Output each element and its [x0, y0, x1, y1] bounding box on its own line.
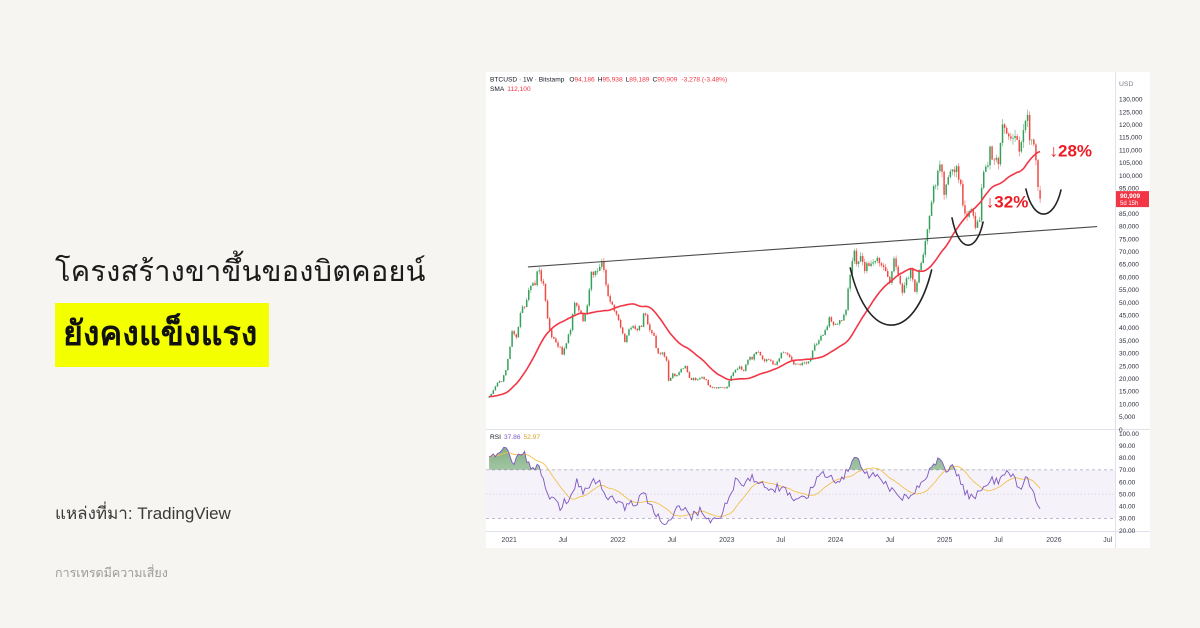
svg-text:95,000: 95,000	[1119, 186, 1139, 193]
u-arc-annotation	[1025, 188, 1062, 215]
rsi-legend: RSI 37.86 52.97	[490, 434, 540, 441]
price-axis: 130,000 125,000 120,000 115,000 110,000 105,0…	[1119, 97, 1143, 434]
u-arc-annotation	[849, 267, 933, 326]
axis-currency-label: USD	[1119, 81, 1133, 88]
svg-text:Jul: Jul	[886, 537, 895, 544]
svg-text:5,000: 5,000	[1119, 414, 1136, 421]
svg-text:2021: 2021	[502, 537, 517, 544]
svg-text:5d 15h: 5d 15h	[1120, 201, 1138, 207]
svg-text:2024: 2024	[828, 537, 843, 544]
rsi-line	[488, 447, 1041, 525]
svg-text:35,000: 35,000	[1119, 338, 1139, 345]
svg-text:40.00: 40.00	[1119, 504, 1136, 511]
sma-line	[489, 150, 1041, 398]
svg-text:Jul: Jul	[994, 537, 1003, 544]
svg-text:60,000: 60,000	[1119, 274, 1139, 281]
svg-text:2023: 2023	[719, 537, 734, 544]
btcusd-weekly-chart: ↓32%↓28%USD130,000125,000120,000115,0001…	[486, 72, 1150, 548]
svg-text:90,909: 90,909	[1120, 193, 1141, 200]
headline: โครงสร้างขาขึ้นของบิตคอยน์ ยังคงแข็งแรง	[55, 248, 426, 367]
svg-text:70,000: 70,000	[1119, 249, 1139, 256]
rsi-axis: 100.00 90.00 80.00 70.00 60.00 50.00 40.00 30.0…	[1119, 431, 1139, 535]
svg-text:30.00: 30.00	[1119, 516, 1136, 523]
svg-text:80.00: 80.00	[1119, 455, 1136, 462]
svg-text:Jul: Jul	[1103, 537, 1112, 544]
svg-text:70.00: 70.00	[1119, 467, 1136, 474]
svg-text:100.00: 100.00	[1119, 431, 1139, 438]
rsi-ma-line	[489, 452, 1041, 517]
svg-text:Jul: Jul	[776, 537, 785, 544]
trendline	[527, 226, 1098, 268]
svg-text:0: 0	[1119, 427, 1123, 434]
svg-text:Jul: Jul	[559, 537, 568, 544]
svg-text:115,000: 115,000	[1119, 135, 1142, 142]
tradingview-chart-panel: ↓32% ↓28% USD 130,000 125,000 120,000 115,000 1…	[486, 72, 1150, 548]
disclaimer-text: การเทรดมีความเสี่ยง	[55, 566, 168, 580]
headline-line1: โครงสร้างขาขึ้นของบิตคอยน์	[55, 256, 426, 288]
drop-pct-label: ↓28%	[1050, 141, 1093, 160]
svg-text:30,000: 30,000	[1119, 351, 1139, 358]
svg-text:120,000: 120,000	[1119, 122, 1143, 129]
svg-text:105,000: 105,000	[1119, 160, 1143, 167]
svg-text:55,000: 55,000	[1119, 287, 1139, 294]
svg-text:15,000: 15,000	[1119, 389, 1139, 396]
svg-text:25,000: 25,000	[1119, 363, 1139, 370]
svg-text:20.00: 20.00	[1119, 528, 1136, 535]
drop-pct-label: ↓32%	[986, 192, 1029, 211]
svg-text:50.00: 50.00	[1119, 491, 1136, 498]
sma-legend: SMA 112,100	[490, 86, 531, 93]
svg-text:125,000: 125,000	[1119, 109, 1143, 116]
headline-line2-highlight: ยังคงแข็งแรง	[55, 303, 270, 367]
svg-text:45,000: 45,000	[1119, 313, 1139, 320]
svg-text:65,000: 65,000	[1119, 262, 1139, 269]
svg-text:2026: 2026	[1046, 537, 1061, 544]
candles	[488, 109, 1041, 398]
svg-text:100,000: 100,000	[1119, 173, 1143, 180]
time-axis: 2021 Jul 2022 Jul 2023 Jul 2024 Jul 2025 Jul 2026 J…	[502, 537, 1113, 544]
svg-text:2025: 2025	[937, 537, 952, 544]
svg-text:85,000: 85,000	[1119, 211, 1139, 218]
rsi-band	[486, 469, 1115, 519]
svg-text:20,000: 20,000	[1119, 376, 1139, 383]
svg-text:130,000: 130,000	[1119, 97, 1143, 104]
svg-text:40,000: 40,000	[1119, 325, 1139, 332]
svg-text:10,000: 10,000	[1119, 401, 1139, 408]
svg-text:2022: 2022	[610, 537, 625, 544]
chart-header: BTCUSD · 1W · Bitstamp O94,186 H95,938 L89,…	[490, 77, 727, 84]
u-arc-annotation	[951, 217, 984, 246]
svg-text:110,000: 110,000	[1119, 147, 1142, 154]
svg-text:Jul: Jul	[668, 537, 677, 544]
svg-text:50,000: 50,000	[1119, 300, 1139, 307]
source-text: แหล่งที่มา: TradingView	[55, 504, 231, 523]
svg-text:90.00: 90.00	[1119, 443, 1136, 450]
svg-text:60.00: 60.00	[1119, 479, 1136, 486]
svg-text:75,000: 75,000	[1119, 236, 1139, 243]
svg-text:80,000: 80,000	[1119, 224, 1139, 231]
